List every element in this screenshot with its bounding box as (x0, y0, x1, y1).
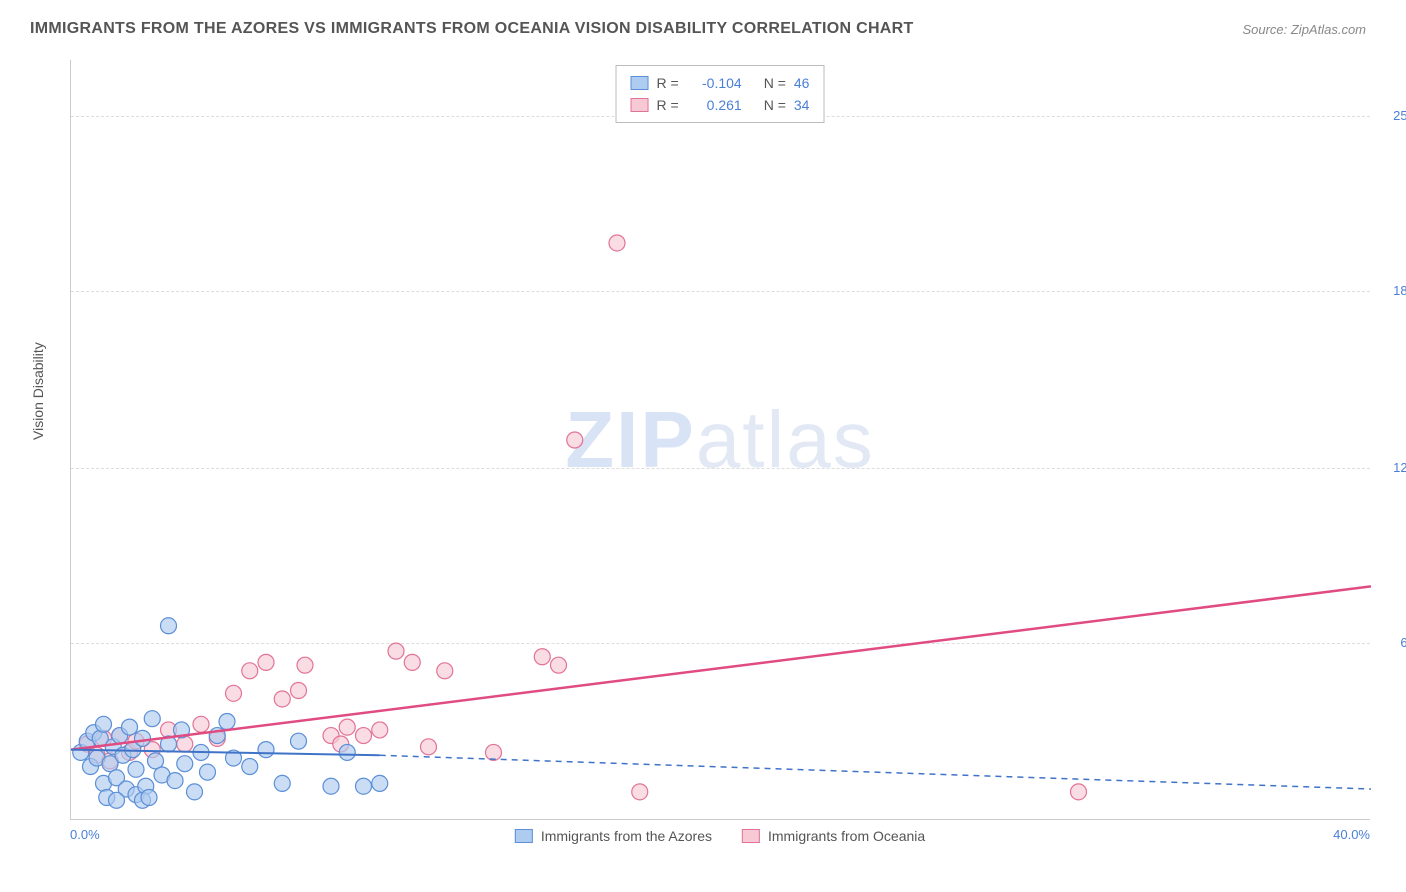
r-value-oceania: 0.261 (687, 94, 742, 116)
legend-stats: R = -0.104 N = 46 R = 0.261 N = 34 (616, 65, 825, 123)
y-tick-label: 18.8% (1393, 283, 1406, 298)
data-point (258, 654, 274, 670)
data-point (144, 711, 160, 727)
data-point (1071, 784, 1087, 800)
n-value-oceania: 34 (794, 94, 810, 116)
data-point (372, 775, 388, 791)
data-point (323, 778, 339, 794)
r-value-azores: -0.104 (687, 72, 742, 94)
data-point (226, 685, 242, 701)
legend-item-azores: Immigrants from the Azores (515, 828, 712, 844)
data-point (356, 778, 372, 794)
data-point (167, 773, 183, 789)
data-point (177, 736, 193, 752)
data-point (297, 657, 313, 673)
data-point (291, 683, 307, 699)
chart-area: ZIPatlas R = -0.104 N = 46 R = 0.261 N =… (70, 60, 1370, 820)
data-point (177, 756, 193, 772)
y-tick-label: 6.3% (1400, 635, 1406, 650)
scatter-svg (71, 60, 1371, 820)
data-point (421, 739, 437, 755)
data-point (339, 719, 355, 735)
trend-line-extrapolated (380, 755, 1371, 789)
swatch-oceania-icon (742, 829, 760, 843)
swatch-oceania (631, 98, 649, 112)
legend-label-oceania: Immigrants from Oceania (768, 828, 925, 844)
legend-item-oceania: Immigrants from Oceania (742, 828, 925, 844)
chart-title: IMMIGRANTS FROM THE AZORES VS IMMIGRANTS… (30, 20, 1376, 38)
data-point (187, 784, 203, 800)
data-point (200, 764, 216, 780)
data-point (372, 722, 388, 738)
data-point (291, 733, 307, 749)
n-label-oceania: N = (764, 94, 786, 116)
y-axis-label: Vision Disability (30, 342, 46, 440)
data-point (109, 792, 125, 808)
n-value-azores: 46 (794, 72, 810, 94)
legend-stats-row-azores: R = -0.104 N = 46 (631, 72, 810, 94)
data-point (274, 691, 290, 707)
data-point (609, 235, 625, 251)
data-point (551, 657, 567, 673)
data-point (437, 663, 453, 679)
r-label-azores: R = (657, 72, 679, 94)
data-point (96, 716, 112, 732)
x-tick-max: 40.0% (1333, 827, 1370, 842)
data-point (122, 719, 138, 735)
data-point (486, 744, 502, 760)
y-tick-label: 25.0% (1393, 108, 1406, 123)
x-tick-min: 0.0% (70, 827, 100, 842)
data-point (404, 654, 420, 670)
data-point (274, 775, 290, 791)
legend-label-azores: Immigrants from the Azores (541, 828, 712, 844)
legend-series: Immigrants from the Azores Immigrants fr… (515, 828, 925, 844)
swatch-azores-icon (515, 829, 533, 843)
data-point (567, 432, 583, 448)
data-point (632, 784, 648, 800)
source-label: Source: ZipAtlas.com (1242, 22, 1366, 37)
data-point (258, 742, 274, 758)
legend-stats-row-oceania: R = 0.261 N = 34 (631, 94, 810, 116)
data-point (219, 713, 235, 729)
data-point (193, 716, 209, 732)
data-point (135, 730, 151, 746)
data-point (128, 761, 144, 777)
data-point (161, 618, 177, 634)
data-point (339, 744, 355, 760)
y-tick-label: 12.5% (1393, 460, 1406, 475)
r-label-oceania: R = (657, 94, 679, 116)
data-point (141, 789, 157, 805)
data-point (534, 649, 550, 665)
n-label-azores: N = (764, 72, 786, 94)
data-point (388, 643, 404, 659)
plot-area (70, 60, 1370, 820)
swatch-azores (631, 76, 649, 90)
data-point (242, 663, 258, 679)
data-point (356, 728, 372, 744)
data-point (242, 759, 258, 775)
